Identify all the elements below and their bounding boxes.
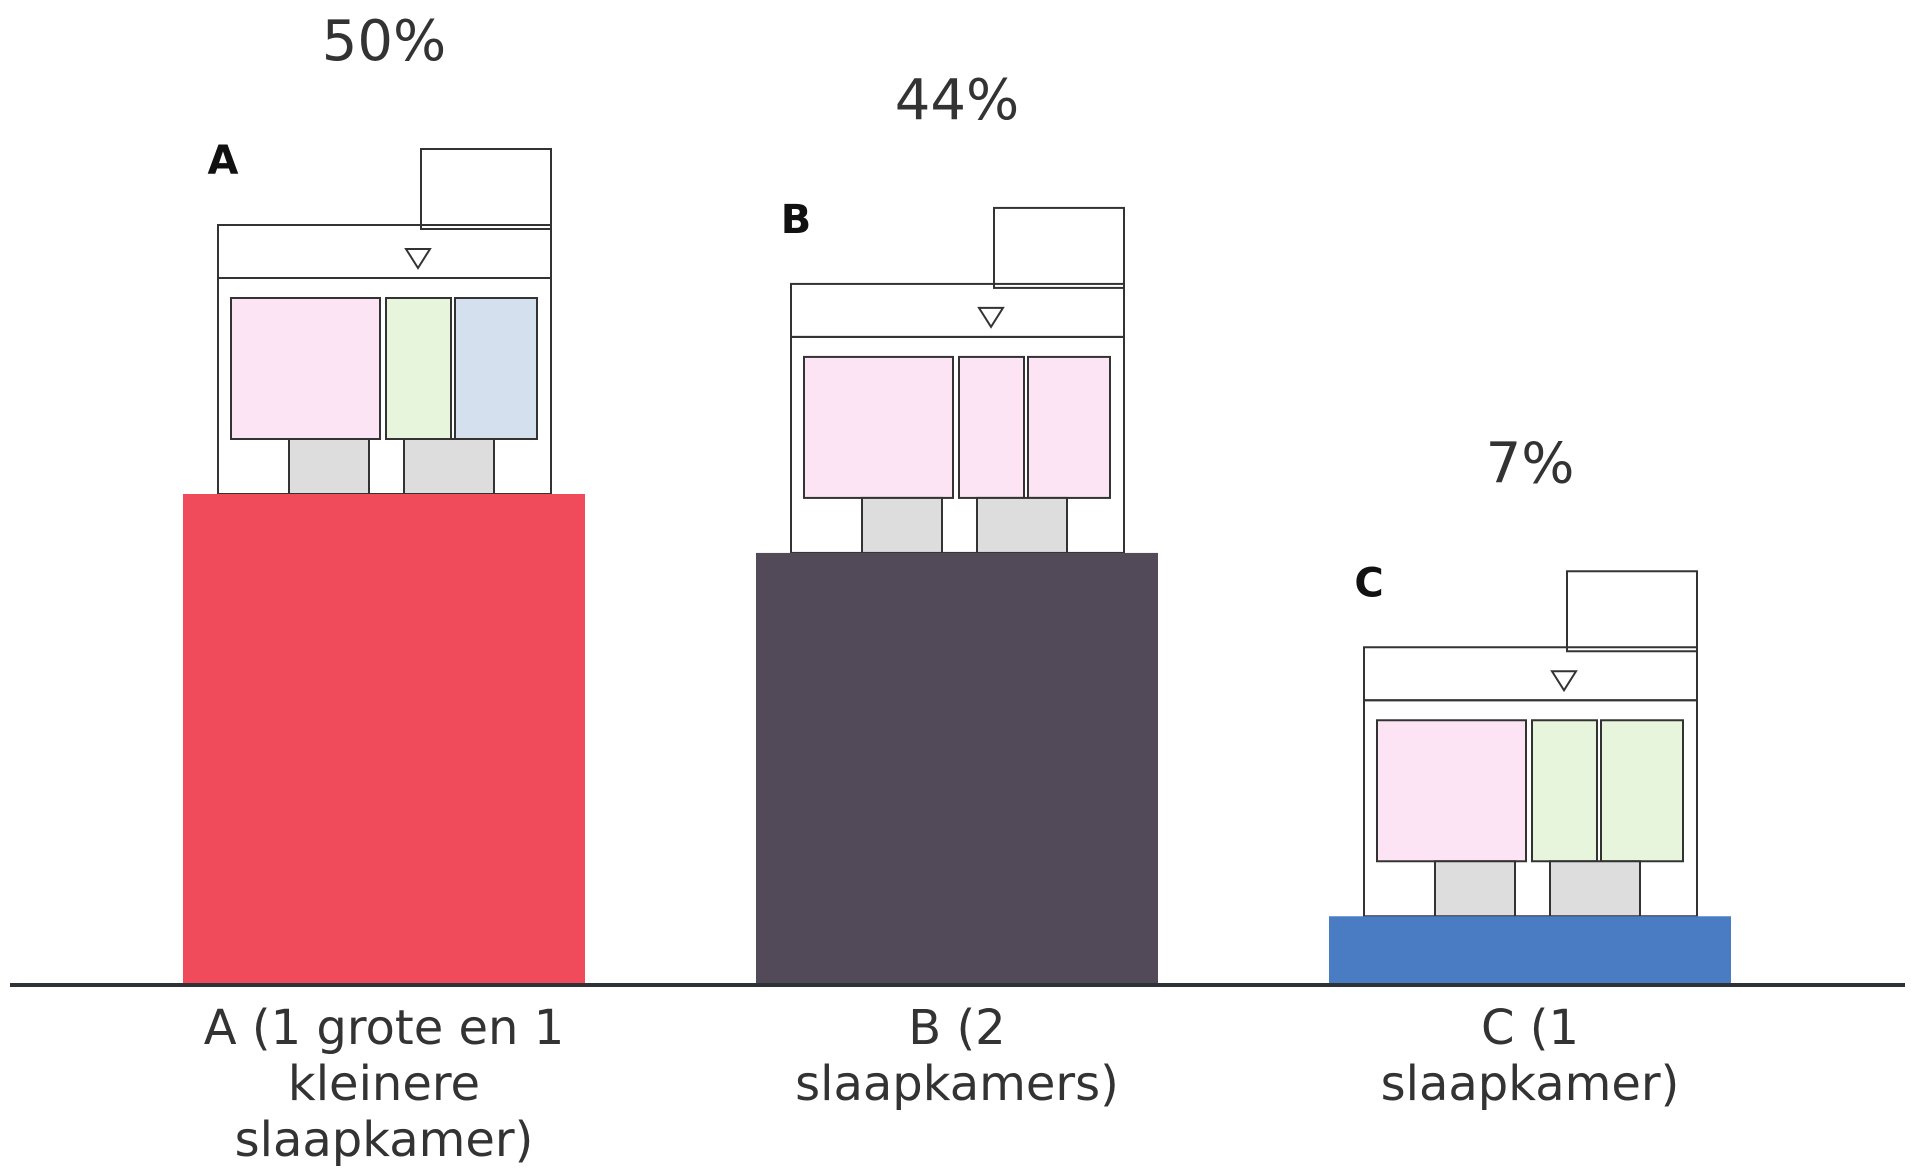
bathroom — [861, 496, 943, 554]
plan-label: B — [781, 197, 812, 243]
value-label: 44% — [895, 68, 1019, 133]
bar — [183, 494, 585, 985]
value-label: 50% — [322, 9, 446, 74]
room — [454, 297, 538, 440]
bar — [1329, 916, 1731, 985]
living-room — [803, 355, 954, 499]
storage — [976, 496, 1068, 554]
storage — [403, 438, 495, 495]
balcony — [790, 282, 1125, 338]
entrance — [1550, 670, 1578, 693]
balcony — [217, 224, 552, 279]
value-label: 7% — [1486, 431, 1575, 496]
terrace — [420, 148, 552, 230]
bathroom — [1434, 860, 1516, 918]
storage — [1549, 860, 1641, 918]
x-tick-label: B (2 slaapkamers) — [795, 1000, 1119, 1112]
plan-label: C — [1354, 560, 1383, 606]
x-tick-label: A (1 grote en 1 kleinere slaapkamer) — [203, 1000, 565, 1168]
floor-plan: B — [781, 197, 1125, 554]
balcony — [1363, 646, 1698, 702]
living-room — [230, 297, 381, 440]
living-room — [1376, 719, 1527, 863]
x-tick-label: C (1 slaapkamer) — [1380, 1000, 1680, 1112]
bedroom — [958, 355, 1025, 499]
terrace — [1566, 570, 1698, 653]
plan-label: A — [208, 138, 239, 184]
bedroom — [385, 297, 452, 440]
entrance — [977, 306, 1005, 329]
bar — [756, 552, 1158, 985]
terrace — [993, 206, 1125, 289]
bathroom — [288, 438, 370, 495]
bedroom — [1531, 719, 1598, 863]
room — [1600, 719, 1684, 863]
floor-plan: C — [1354, 560, 1698, 918]
entrance — [404, 248, 432, 270]
floor-plan: A — [208, 138, 552, 495]
room — [1027, 355, 1111, 499]
